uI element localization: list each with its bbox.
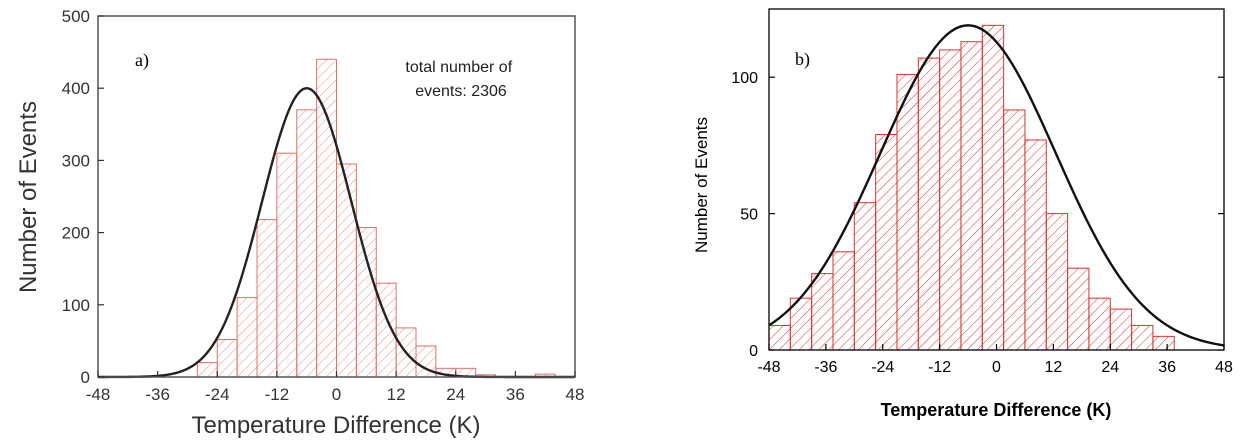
panel-b-y-ticks: 0 50 100 [731,70,1224,360]
histogram-bar [960,41,983,351]
histogram-bar [1045,213,1069,351]
panel-a-x-axis-label: Temperature Difference (K) [191,412,480,439]
panel-a-x-ticks: -48 -36 -24 -12 0 12 24 36 48 [86,371,585,404]
histogram-bar [981,24,1005,351]
y-tick-label: 50 [740,207,758,224]
histogram-bar [811,273,834,351]
x-tick-label: -12 [265,385,290,404]
histogram-bar [1067,267,1090,351]
histogram-bar [276,152,298,378]
y-tick-label: 300 [62,151,90,170]
histogram-bar [1003,109,1026,351]
histogram-bar [355,227,377,378]
x-tick-label: -36 [145,385,170,404]
x-tick-label: 0 [992,359,1001,376]
y-tick-label: 100 [62,296,90,315]
panel-b: -48 -36 -24 -12 0 12 24 36 48 0 50 100 b) Temperat… [692,8,1233,420]
panel-a-label: a) [135,50,149,71]
x-tick-label: 24 [1101,359,1119,376]
y-tick-label: 100 [731,70,758,87]
histogram-bar [256,219,278,378]
histogram-bar [296,109,318,378]
histogram-bar [1088,297,1111,351]
histogram-bar [1024,139,1047,351]
panel-a-annotation-line-1: total number of [405,59,512,76]
x-tick-label: -48 [757,359,780,376]
x-tick-label: 0 [332,385,341,404]
panel-b-label: b) [795,49,810,70]
histogram-bar [768,324,791,351]
y-tick-label: 0 [749,343,758,360]
x-tick-label: -24 [871,359,894,376]
histogram-bar [1152,335,1175,351]
x-tick-label: -48 [86,385,111,404]
x-tick-label: 48 [566,385,585,404]
panel-a-bars [196,58,556,378]
panel-a-annotation: total number of events: 2306 [405,59,516,100]
panel-b-gaussian-fit [768,24,1225,347]
panel-a-y-axis-label: Number of Events [15,101,42,293]
histogram-bar [236,297,258,378]
panel-a: -48 -36 -24 -12 0 12 24 36 48 0 100 200 300 400 500 a… [15,7,584,439]
histogram-bar [336,163,357,378]
panel-a-annotation-line-2: events: 2306 [415,83,507,100]
histogram-bar [316,58,337,378]
x-tick-label: 12 [387,385,406,404]
panel-a-y-ticks: 0 100 200 300 400 500 [62,7,104,387]
panel-b-x-axis-label: Temperature Difference (K) [881,400,1112,420]
x-tick-label: -12 [928,359,951,376]
x-tick-label: 12 [1044,359,1062,376]
x-tick-label: 24 [446,385,465,404]
panel-b-y-axis-label: Number of Events [692,117,711,253]
y-tick-label: 500 [62,7,90,26]
panel-b-x-ticks: -48 -36 -24 -12 0 12 24 36 48 [757,344,1233,376]
y-tick-label: 0 [81,368,90,387]
x-tick-label: 48 [1215,359,1233,376]
x-tick-label: -36 [814,359,837,376]
histogram-bar [853,202,877,351]
y-tick-label: 200 [62,224,90,243]
y-tick-label: 400 [62,79,90,98]
histogram-bar [896,73,919,351]
histogram-bar [1109,308,1133,351]
histogram-bar [1131,324,1154,351]
histogram-bar [216,338,238,378]
histogram-bar [939,49,962,351]
histogram-bar [196,362,218,378]
histogram-bar [832,251,855,351]
x-tick-label: -24 [205,385,230,404]
panel-b-bars [768,24,1175,351]
x-tick-label: 36 [506,385,525,404]
histogram-bar [875,133,898,351]
histogram-bar [917,57,941,351]
x-tick-label: 36 [1158,359,1176,376]
